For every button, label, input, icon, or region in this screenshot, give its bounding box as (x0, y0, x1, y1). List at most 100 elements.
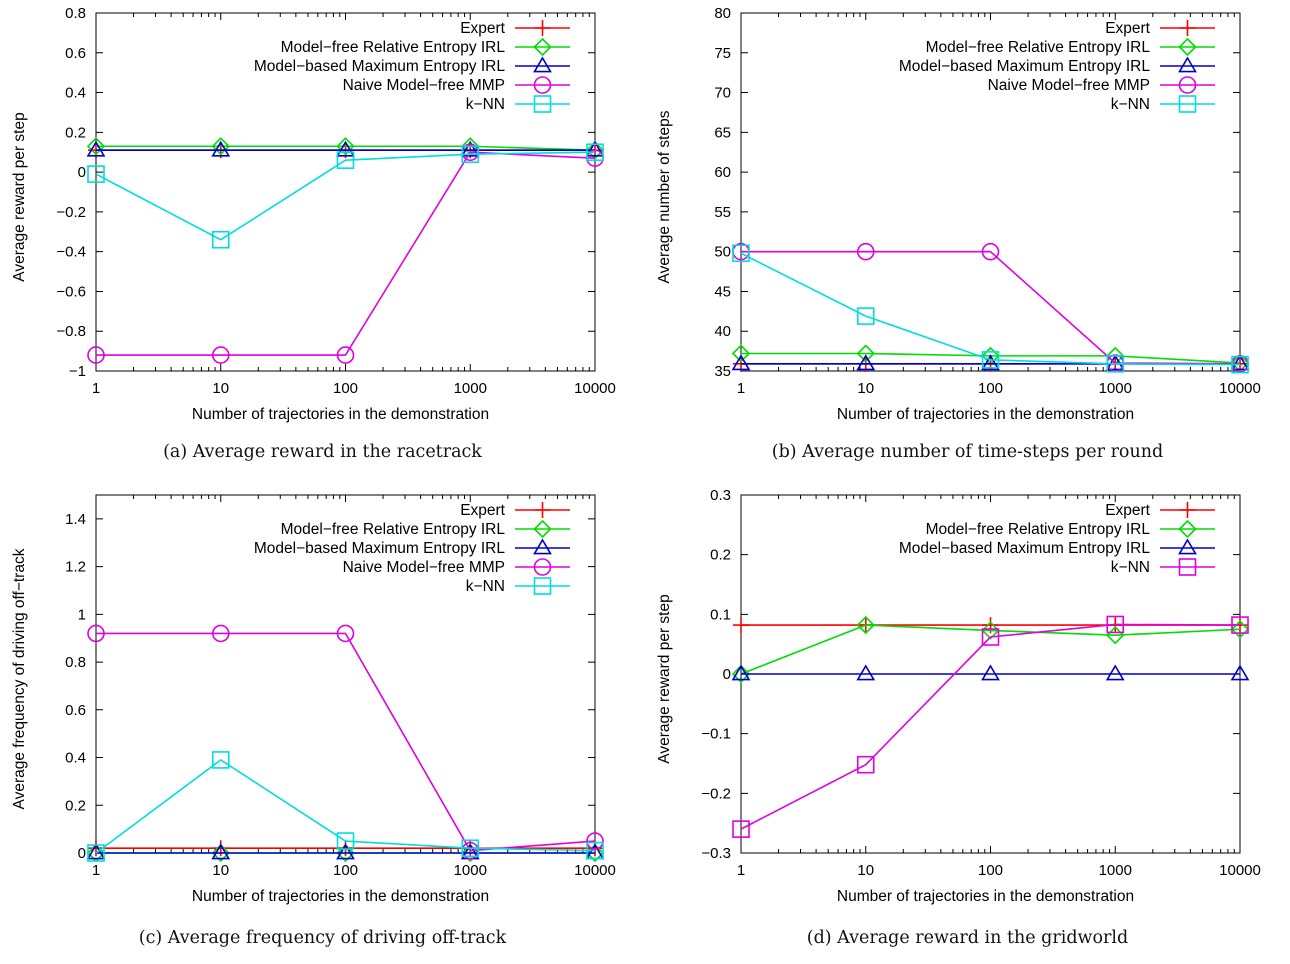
legend-label-a-0: Expert (460, 20, 505, 37)
legend-a: Expert Model−free Relative Entropy IRL Mod… (254, 20, 570, 113)
data-point-b-4-1 (856, 307, 875, 325)
x-tick-label-a-0: 1 (92, 380, 100, 397)
data-point-c-4-3 (461, 839, 480, 858)
x-tick-label-c-4: 10000 (574, 862, 616, 879)
data-point-b-4-2 (981, 351, 1000, 369)
series-line-a-1 (96, 145, 596, 152)
y-tick-label-c-6: 1.2 (65, 559, 86, 576)
legend-label-d-0: Expert (1105, 502, 1150, 519)
series-d-3 (732, 615, 1249, 838)
data-point-b-2-1 (856, 354, 876, 371)
legend-b: Expert Model−free Relative Entropy IRL Mod… (899, 20, 1215, 113)
legend-marker-a-4 (533, 95, 552, 113)
x-tick-label-d-3: 1000 (1099, 862, 1132, 879)
series-a-2 (86, 140, 605, 157)
data-point-d-1-0 (731, 664, 751, 684)
series-line-c-4 (95, 758, 596, 854)
data-point-d-3-0 (732, 820, 750, 838)
legend-label-b-3: Naive Model−free MMP (988, 77, 1150, 94)
legend-label-c-0: Expert (460, 502, 505, 519)
legend-d: Expert Model−free Relative Entropy IRL Mod… (899, 502, 1215, 576)
data-point-c-1-1 (211, 843, 230, 863)
data-point-a-1-1 (211, 137, 230, 156)
legend-marker-b-1 (1178, 37, 1197, 57)
data-point-a-2-1 (211, 140, 231, 157)
y-axis-label-d: Average reward per step (656, 594, 673, 763)
y-tick-label-b-3: 50 (714, 244, 731, 261)
x-tick-label-d-4: 10000 (1219, 862, 1261, 879)
x-tick-label-c-1: 10 (212, 862, 229, 879)
x-tick-label-d-1: 10 (857, 862, 874, 879)
data-point-c-3-2 (336, 624, 355, 643)
caption-d: (d) Average reward in the gridworld (806, 928, 1129, 948)
legend-marker-d-3 (1178, 558, 1197, 576)
chart-panel-a: −1 −0.8 −0.6 −0.4 −0.2 0 0.2 0.4 0.6 0.8 1 10 100 100… (0, 0, 645, 482)
y-tick-label-b-6: 65 (714, 124, 731, 141)
data-point-c-3-1 (211, 624, 230, 643)
y-tick-label-c-2: 0.4 (65, 750, 86, 767)
data-point-d-1-1 (856, 615, 875, 635)
y-axis-label-a: Average reward per step (11, 112, 28, 281)
y-tick-label-b-8: 75 (714, 45, 731, 62)
legend-marker-b-3 (1178, 76, 1197, 94)
chart-d: −0.3 −0.2 −0.1 0 0.1 0.2 0.3 1 10 100 1000 10000 Num… (656, 487, 1261, 905)
y-tick-label-b-0: 35 (714, 363, 731, 380)
data-point-c-3-4 (586, 832, 604, 850)
data-point-c-2-1 (211, 843, 231, 860)
y-tick-label-a-3: −0.4 (56, 244, 86, 261)
x-tick-label-b-4: 10000 (1219, 380, 1261, 397)
series-line-d-1 (740, 624, 1241, 675)
legend-marker-a-3 (533, 76, 552, 94)
legend-c: Expert Model−free Relative Entropy IRL Mod… (254, 502, 570, 595)
data-point-d-1-2 (981, 621, 1000, 640)
x-tick-label-c-2: 100 (333, 862, 358, 879)
y-tick-label-b-7: 70 (714, 85, 731, 102)
series-c-4 (87, 751, 604, 862)
legend-marker-b-4 (1178, 95, 1197, 113)
y-tick-label-b-9: 80 (714, 5, 731, 22)
y-tick-label-b-2: 45 (714, 283, 731, 300)
chart-panel-c: 0 0.2 0.4 0.6 0.8 1 1.2 1.4 1 10 100 1000 10000 Numbe… (0, 482, 645, 964)
y-tick-label-d-0: −0.3 (701, 845, 731, 862)
caption-b: (b) Average number of time-steps per rou… (771, 442, 1164, 462)
chart-c: 0 0.2 0.4 0.6 0.8 1 1.2 1.4 1 10 100 1000 10000 Numbe… (11, 494, 616, 905)
series-line-d-3 (740, 623, 1241, 830)
data-point-b-2-4 (1230, 354, 1250, 371)
caption-c: (c) Average frequency of driving off-tra… (138, 928, 507, 948)
y-tick-label-c-4: 0.8 (65, 654, 86, 671)
caption-a: (a) Average reward in the racetrack (163, 442, 482, 462)
series-c-0 (88, 840, 603, 857)
legend-marker-c-2 (533, 538, 552, 555)
data-point-a-4-4 (586, 143, 604, 162)
series-line-a-4 (95, 151, 596, 241)
chart-b: 35 40 45 50 55 60 65 70 75 80 1 10 100 1000 10000 Numbe… (656, 5, 1261, 423)
series-line-c-3 (96, 632, 596, 852)
y-tick-label-c-1: 0.2 (65, 797, 86, 814)
data-point-a-1-4 (585, 141, 605, 160)
x-tick-label-c-0: 1 (92, 862, 100, 879)
x-tick-label-a-3: 1000 (454, 380, 487, 397)
legend-label-a-3: Naive Model−free MMP (343, 77, 505, 94)
data-point-d-0-0 (733, 617, 749, 634)
x-tick-label-b-0: 1 (737, 380, 745, 397)
data-point-a-2-0 (86, 140, 106, 157)
data-point-c-4-2 (336, 832, 355, 850)
legend-marker-c-4 (533, 577, 552, 595)
legend-marker-c-1 (533, 519, 552, 539)
x-axis-label-c: Number of trajectories in the demonstrat… (192, 888, 489, 905)
data-point-c-2-0 (86, 843, 106, 860)
data-point-d-2-4 (1230, 664, 1250, 681)
legend-label-b-0: Expert (1105, 20, 1150, 37)
x-tick-label-a-1: 10 (212, 380, 229, 397)
y-axis-label-b: Average number of steps (656, 110, 673, 283)
data-point-c-4-1 (211, 751, 230, 769)
legend-marker-a-0 (534, 20, 551, 36)
series-line-b-4 (740, 252, 1241, 366)
data-point-c-2-2 (336, 843, 355, 860)
series-d-2 (731, 664, 1250, 681)
legend-label-c-4: k−NN (466, 578, 505, 595)
legend-label-d-2: Model−based Maximum Entropy IRL (899, 540, 1151, 557)
data-point-d-2-3 (1105, 664, 1125, 681)
data-point-c-1-2 (336, 843, 355, 863)
x-tick-label-a-2: 100 (333, 380, 358, 397)
